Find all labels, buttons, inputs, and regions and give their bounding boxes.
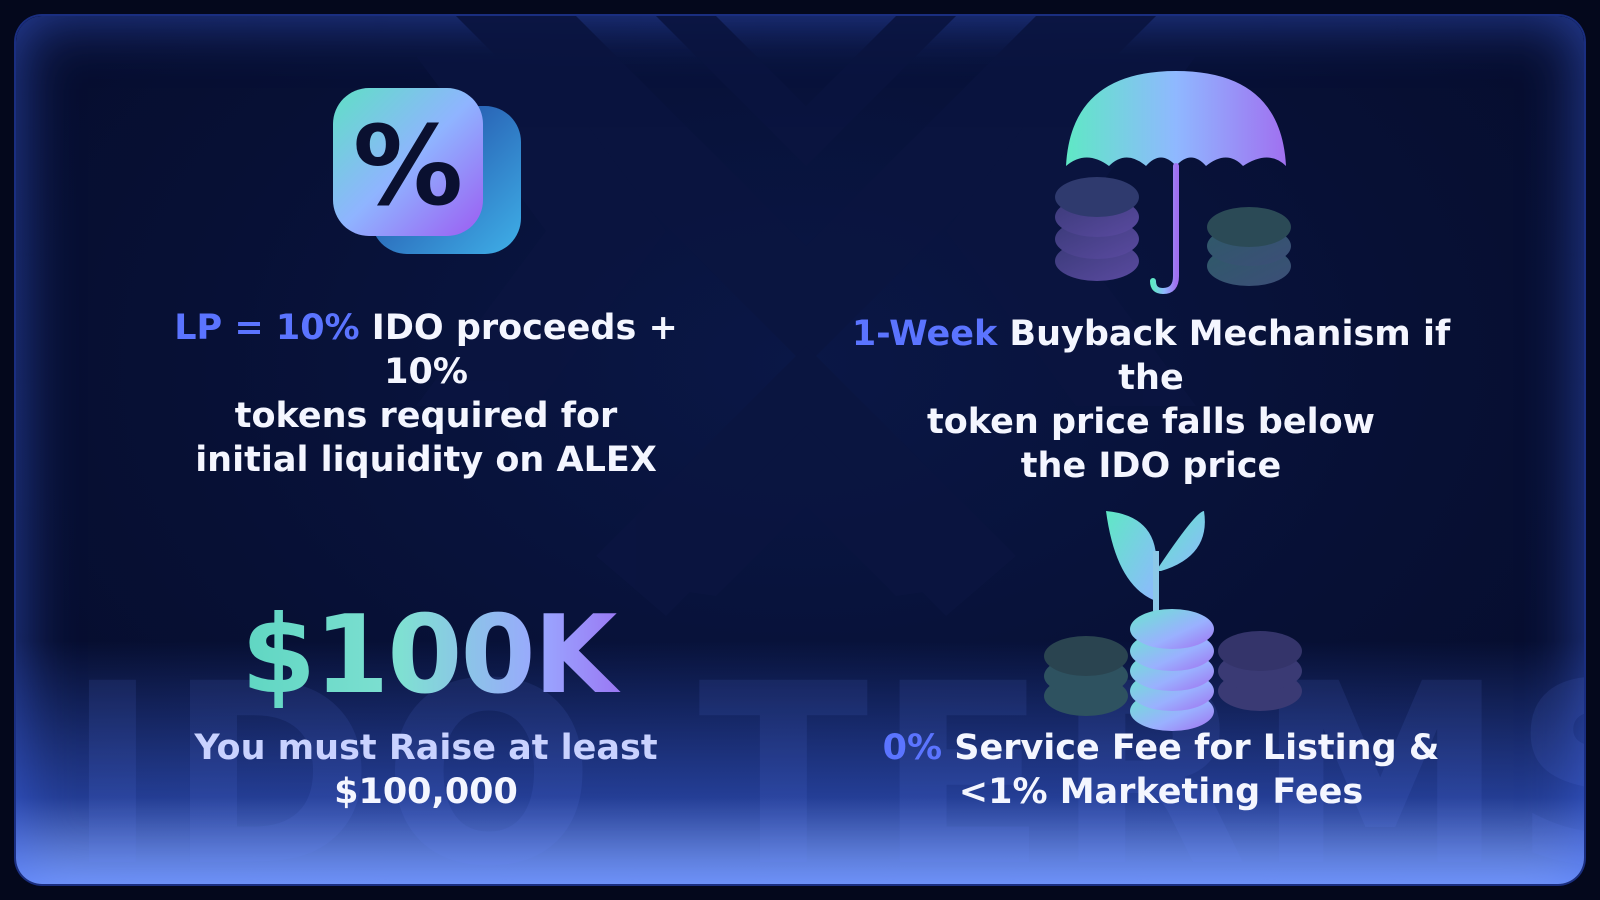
ido-terms-card: IDO TERMS % xyxy=(16,16,1584,884)
fees-line-1-rest: Service Fee for Listing & xyxy=(942,728,1440,768)
buyback-line-3: the IDO price xyxy=(1020,446,1282,486)
raise-line-1: You must Raise at least xyxy=(194,728,658,768)
raise-amount: $100K xyxy=(241,601,641,711)
raise-tile: You must Raise at least $100,000 xyxy=(166,726,686,814)
svg-text:%: % xyxy=(353,102,463,230)
buyback-tile: 1-Week Buyback Mechanism if the token pr… xyxy=(841,312,1461,488)
buyback-line-1-rest: Buyback Mechanism if the xyxy=(997,314,1451,398)
lp-tile: LP = 10% IDO proceeds + 10% tokens requi… xyxy=(146,306,706,482)
raise-line-2: $100,000 xyxy=(334,772,518,812)
umbrella-coins-icon xyxy=(1055,71,1291,295)
lp-line-1-rest: IDO proceeds + 10% xyxy=(359,308,678,392)
lp-line-1: LP = 10% IDO proceeds + 10% xyxy=(146,306,706,394)
lp-line-3: initial liquidity on ALEX xyxy=(195,440,657,480)
buyback-line-1: 1-Week Buyback Mechanism if the xyxy=(841,312,1461,400)
watermark-text: IDO TERMS xyxy=(66,630,1584,885)
lp-accent: LP = 10% xyxy=(174,308,360,348)
background-x-logo xyxy=(416,16,1196,616)
fees-line-1: 0% Service Fee for Listing & xyxy=(861,726,1461,770)
fees-accent: 0% xyxy=(882,728,943,768)
buyback-line-2: token price falls below xyxy=(927,402,1375,442)
fees-tile: 0% Service Fee for Listing & <1% Marketi… xyxy=(861,726,1461,814)
fees-line-2: <1% Marketing Fees xyxy=(958,772,1364,812)
buyback-accent: 1-Week xyxy=(851,314,998,354)
plant-coins-icon xyxy=(1044,511,1302,731)
lp-line-2: tokens required for xyxy=(234,396,618,436)
percent-icon: % xyxy=(333,88,521,254)
